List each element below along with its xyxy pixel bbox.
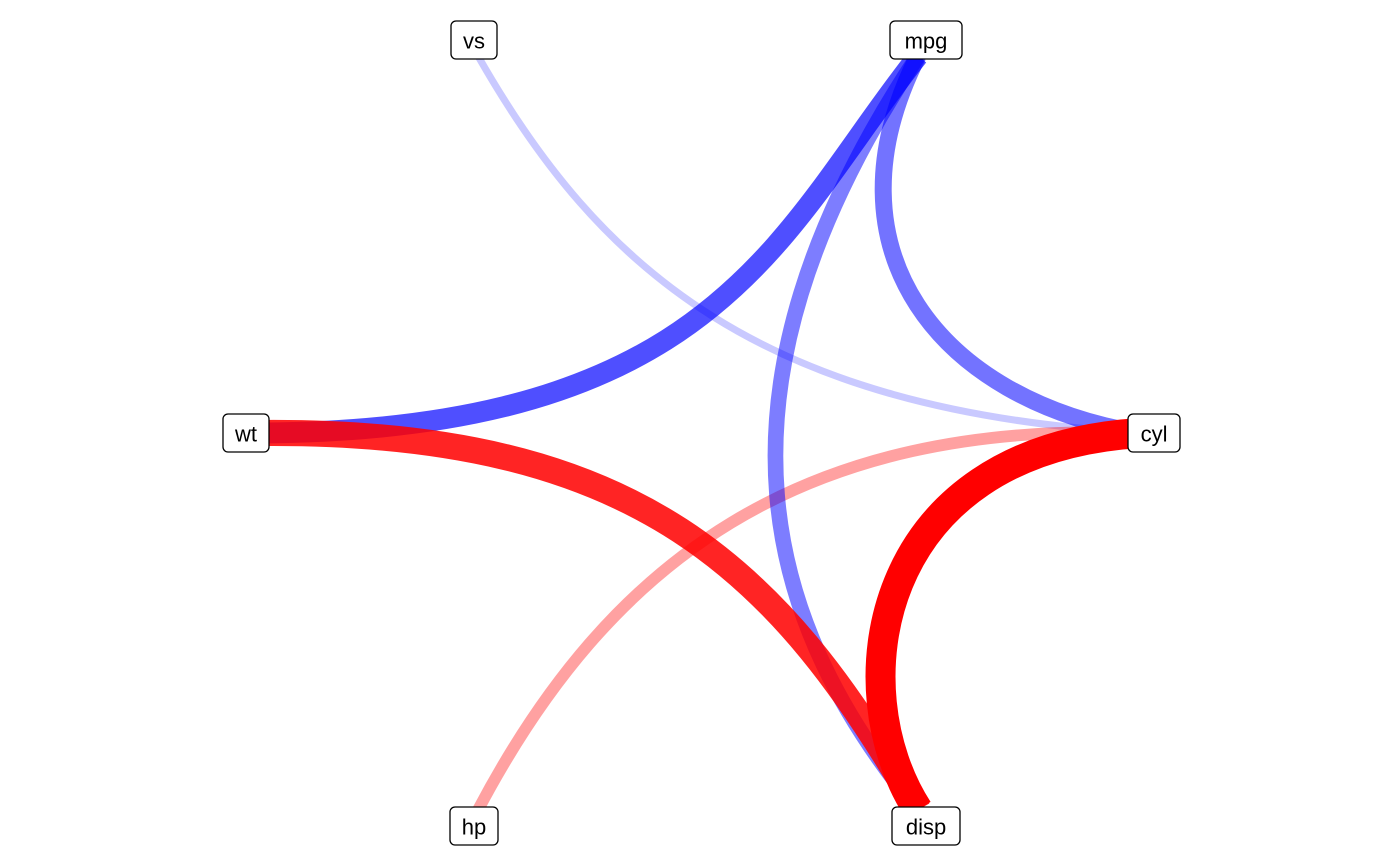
edge-wt-mpg <box>261 49 927 444</box>
node-cyl: cyl <box>1127 413 1181 453</box>
node-label-disp: disp <box>906 815 946 840</box>
node-label-mpg: mpg <box>905 29 948 54</box>
node-label-wt: wt <box>234 422 257 447</box>
node-hp: hp <box>449 806 499 846</box>
edge-mpg-cyl <box>874 52 1142 442</box>
edge-layer <box>261 49 1142 819</box>
node-vs: vs <box>450 20 498 60</box>
node-label-vs: vs <box>463 29 485 54</box>
edge-hp-cyl <box>472 426 1141 813</box>
edge-cyl-disp <box>865 418 1141 819</box>
node-disp: disp <box>891 806 961 846</box>
node-wt: wt <box>222 413 270 453</box>
edge-wt-disp <box>261 419 930 817</box>
node-label-cyl: cyl <box>1141 422 1168 447</box>
node-mpg: mpg <box>889 20 963 60</box>
node-layer: vs mpg wt cyl hp disp <box>222 20 1181 846</box>
node-label-hp: hp <box>462 815 486 840</box>
